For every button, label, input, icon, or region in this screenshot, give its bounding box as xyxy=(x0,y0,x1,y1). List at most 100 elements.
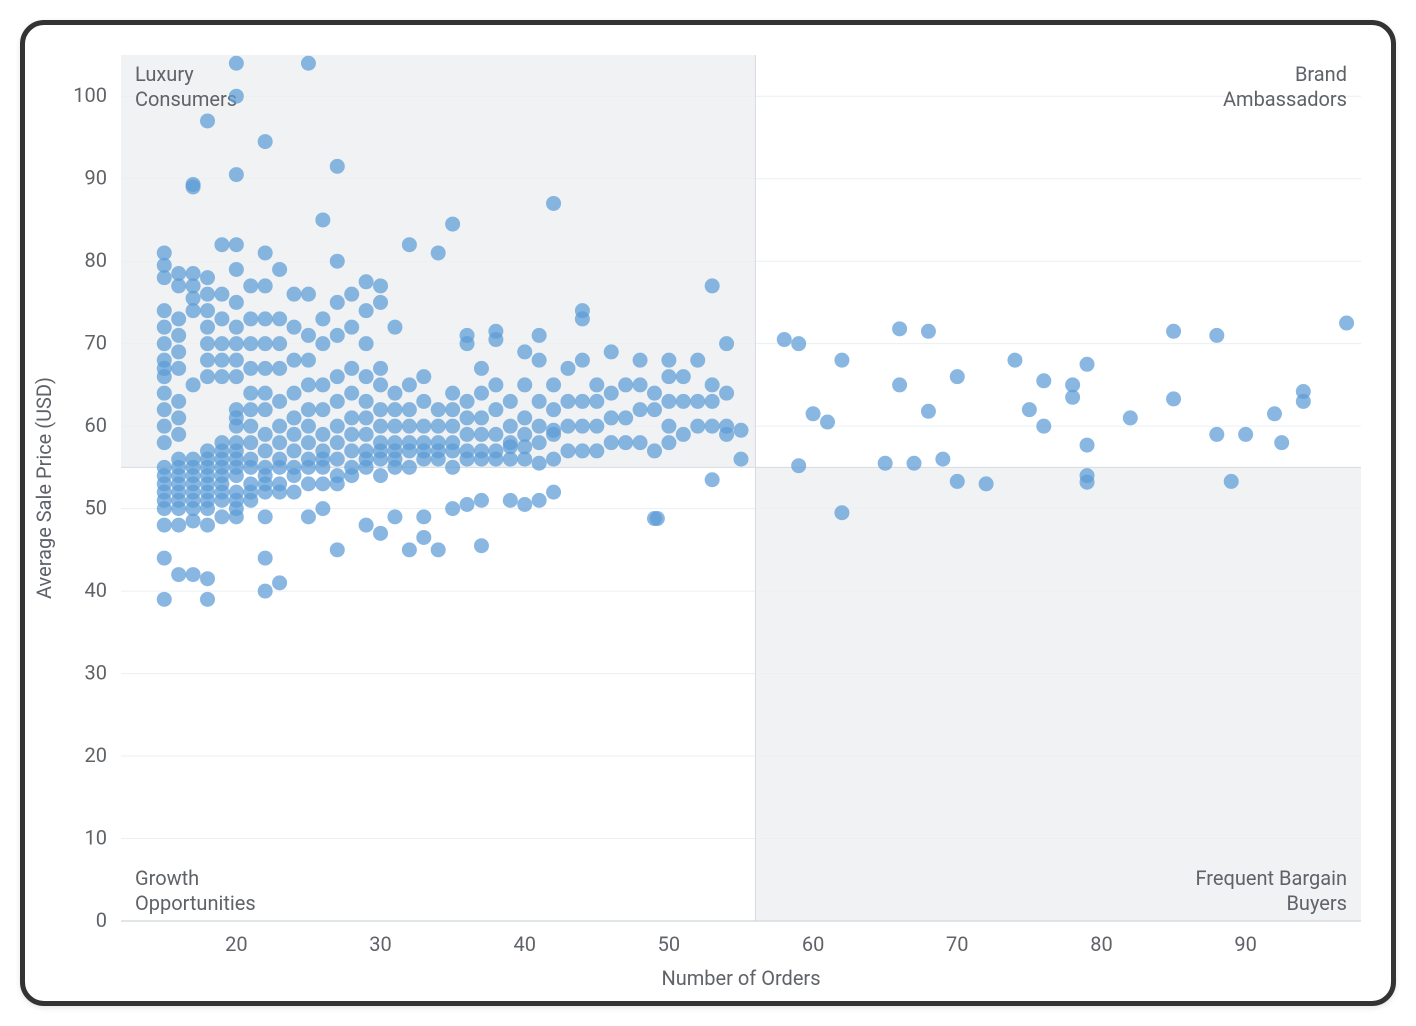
scatter-point xyxy=(243,361,258,376)
scatter-point xyxy=(604,344,619,359)
scatter-point xyxy=(460,427,475,442)
scatter-point xyxy=(503,419,518,434)
scatter-point xyxy=(229,167,244,182)
scatter-point xyxy=(171,361,186,376)
scatter-point xyxy=(690,394,705,409)
scatter-point xyxy=(171,567,186,582)
scatter-point xyxy=(633,435,648,450)
scatter-point xyxy=(474,386,489,401)
y-tick-label: 40 xyxy=(85,578,107,602)
scatter-point xyxy=(171,452,186,467)
scatter-point xyxy=(359,427,374,442)
scatter-point xyxy=(618,435,633,450)
scatter-point xyxy=(1339,316,1354,331)
scatter-point xyxy=(301,435,316,450)
scatter-point xyxy=(258,311,273,326)
scatter-point xyxy=(532,493,547,508)
scatter-point xyxy=(1080,357,1095,372)
scatter-point xyxy=(330,159,345,174)
scatter-point xyxy=(344,443,359,458)
scatter-point xyxy=(229,402,244,417)
scatter-point xyxy=(633,402,648,417)
y-axis-title: Average Sale Price (USD) xyxy=(32,377,56,599)
quadrant-bottom-right xyxy=(755,467,1361,921)
scatter-point xyxy=(344,361,359,376)
scatter-point xyxy=(488,443,503,458)
scatter-point xyxy=(474,538,489,553)
scatter-point xyxy=(532,394,547,409)
scatter-point xyxy=(186,377,201,392)
scatter-point xyxy=(604,386,619,401)
scatter-point xyxy=(229,369,244,384)
scatter-point xyxy=(344,460,359,475)
scatter-point xyxy=(560,361,575,376)
scatter-point xyxy=(330,295,345,310)
scatter-point xyxy=(344,410,359,425)
scatter-point xyxy=(229,89,244,104)
x-tick-label: 30 xyxy=(369,932,391,956)
scatter-point xyxy=(301,452,316,467)
scatter-point xyxy=(921,324,936,339)
scatter-point xyxy=(373,295,388,310)
scatter-point xyxy=(575,303,590,318)
scatter-point xyxy=(892,377,907,392)
y-tick-label: 30 xyxy=(85,661,107,685)
scatter-point xyxy=(344,287,359,302)
scatter-point xyxy=(157,435,172,450)
y-tick-label: 60 xyxy=(85,413,107,437)
scatter-point xyxy=(734,423,749,438)
quad-label-tl: Luxury xyxy=(135,62,194,86)
scatter-point xyxy=(416,369,431,384)
scatter-point xyxy=(272,394,287,409)
scatter-point xyxy=(474,427,489,442)
scatter-point xyxy=(330,452,345,467)
scatter-point xyxy=(1267,406,1282,421)
scatter-point xyxy=(517,427,532,442)
scatter-point xyxy=(589,419,604,434)
scatter-point xyxy=(229,336,244,351)
scatter-point xyxy=(200,353,215,368)
scatter-point xyxy=(618,410,633,425)
scatter-point xyxy=(575,353,590,368)
scatter-point xyxy=(243,476,258,491)
scatter-point xyxy=(791,458,806,473)
scatter-point xyxy=(171,344,186,359)
scatter-point xyxy=(474,410,489,425)
scatter-point xyxy=(445,419,460,434)
scatter-point xyxy=(416,394,431,409)
scatter-point xyxy=(301,402,316,417)
scatter-point xyxy=(431,542,446,557)
scatter-point xyxy=(258,361,273,376)
scatter-point xyxy=(661,353,676,368)
scatter-point xyxy=(229,237,244,252)
scatter-point xyxy=(229,320,244,335)
scatter-point xyxy=(402,435,417,450)
scatter-point xyxy=(474,361,489,376)
scatter-point xyxy=(878,456,893,471)
scatter-point xyxy=(517,410,532,425)
x-tick-label: 40 xyxy=(513,932,535,956)
scatter-point xyxy=(676,394,691,409)
scatter-point xyxy=(546,423,561,438)
scatter-point xyxy=(157,245,172,260)
scatter-point xyxy=(330,254,345,269)
scatter-point xyxy=(1080,468,1095,483)
scatter-point xyxy=(373,402,388,417)
scatter-point xyxy=(445,402,460,417)
scatter-point xyxy=(661,435,676,450)
scatter-point xyxy=(315,336,330,351)
scatter-point xyxy=(416,435,431,450)
scatter-point xyxy=(517,377,532,392)
scatter-point xyxy=(387,402,402,417)
y-tick-label: 100 xyxy=(73,83,107,107)
scatter-point xyxy=(979,476,994,491)
x-tick-label: 70 xyxy=(946,932,968,956)
quad-label-br: Buyers xyxy=(1286,891,1347,915)
scatter-point xyxy=(258,584,273,599)
scatter-point xyxy=(258,278,273,293)
scatter-point xyxy=(272,476,287,491)
scatter-point xyxy=(921,404,936,419)
scatter-point xyxy=(157,303,172,318)
scatter-point xyxy=(301,509,316,524)
scatter-point xyxy=(287,287,302,302)
